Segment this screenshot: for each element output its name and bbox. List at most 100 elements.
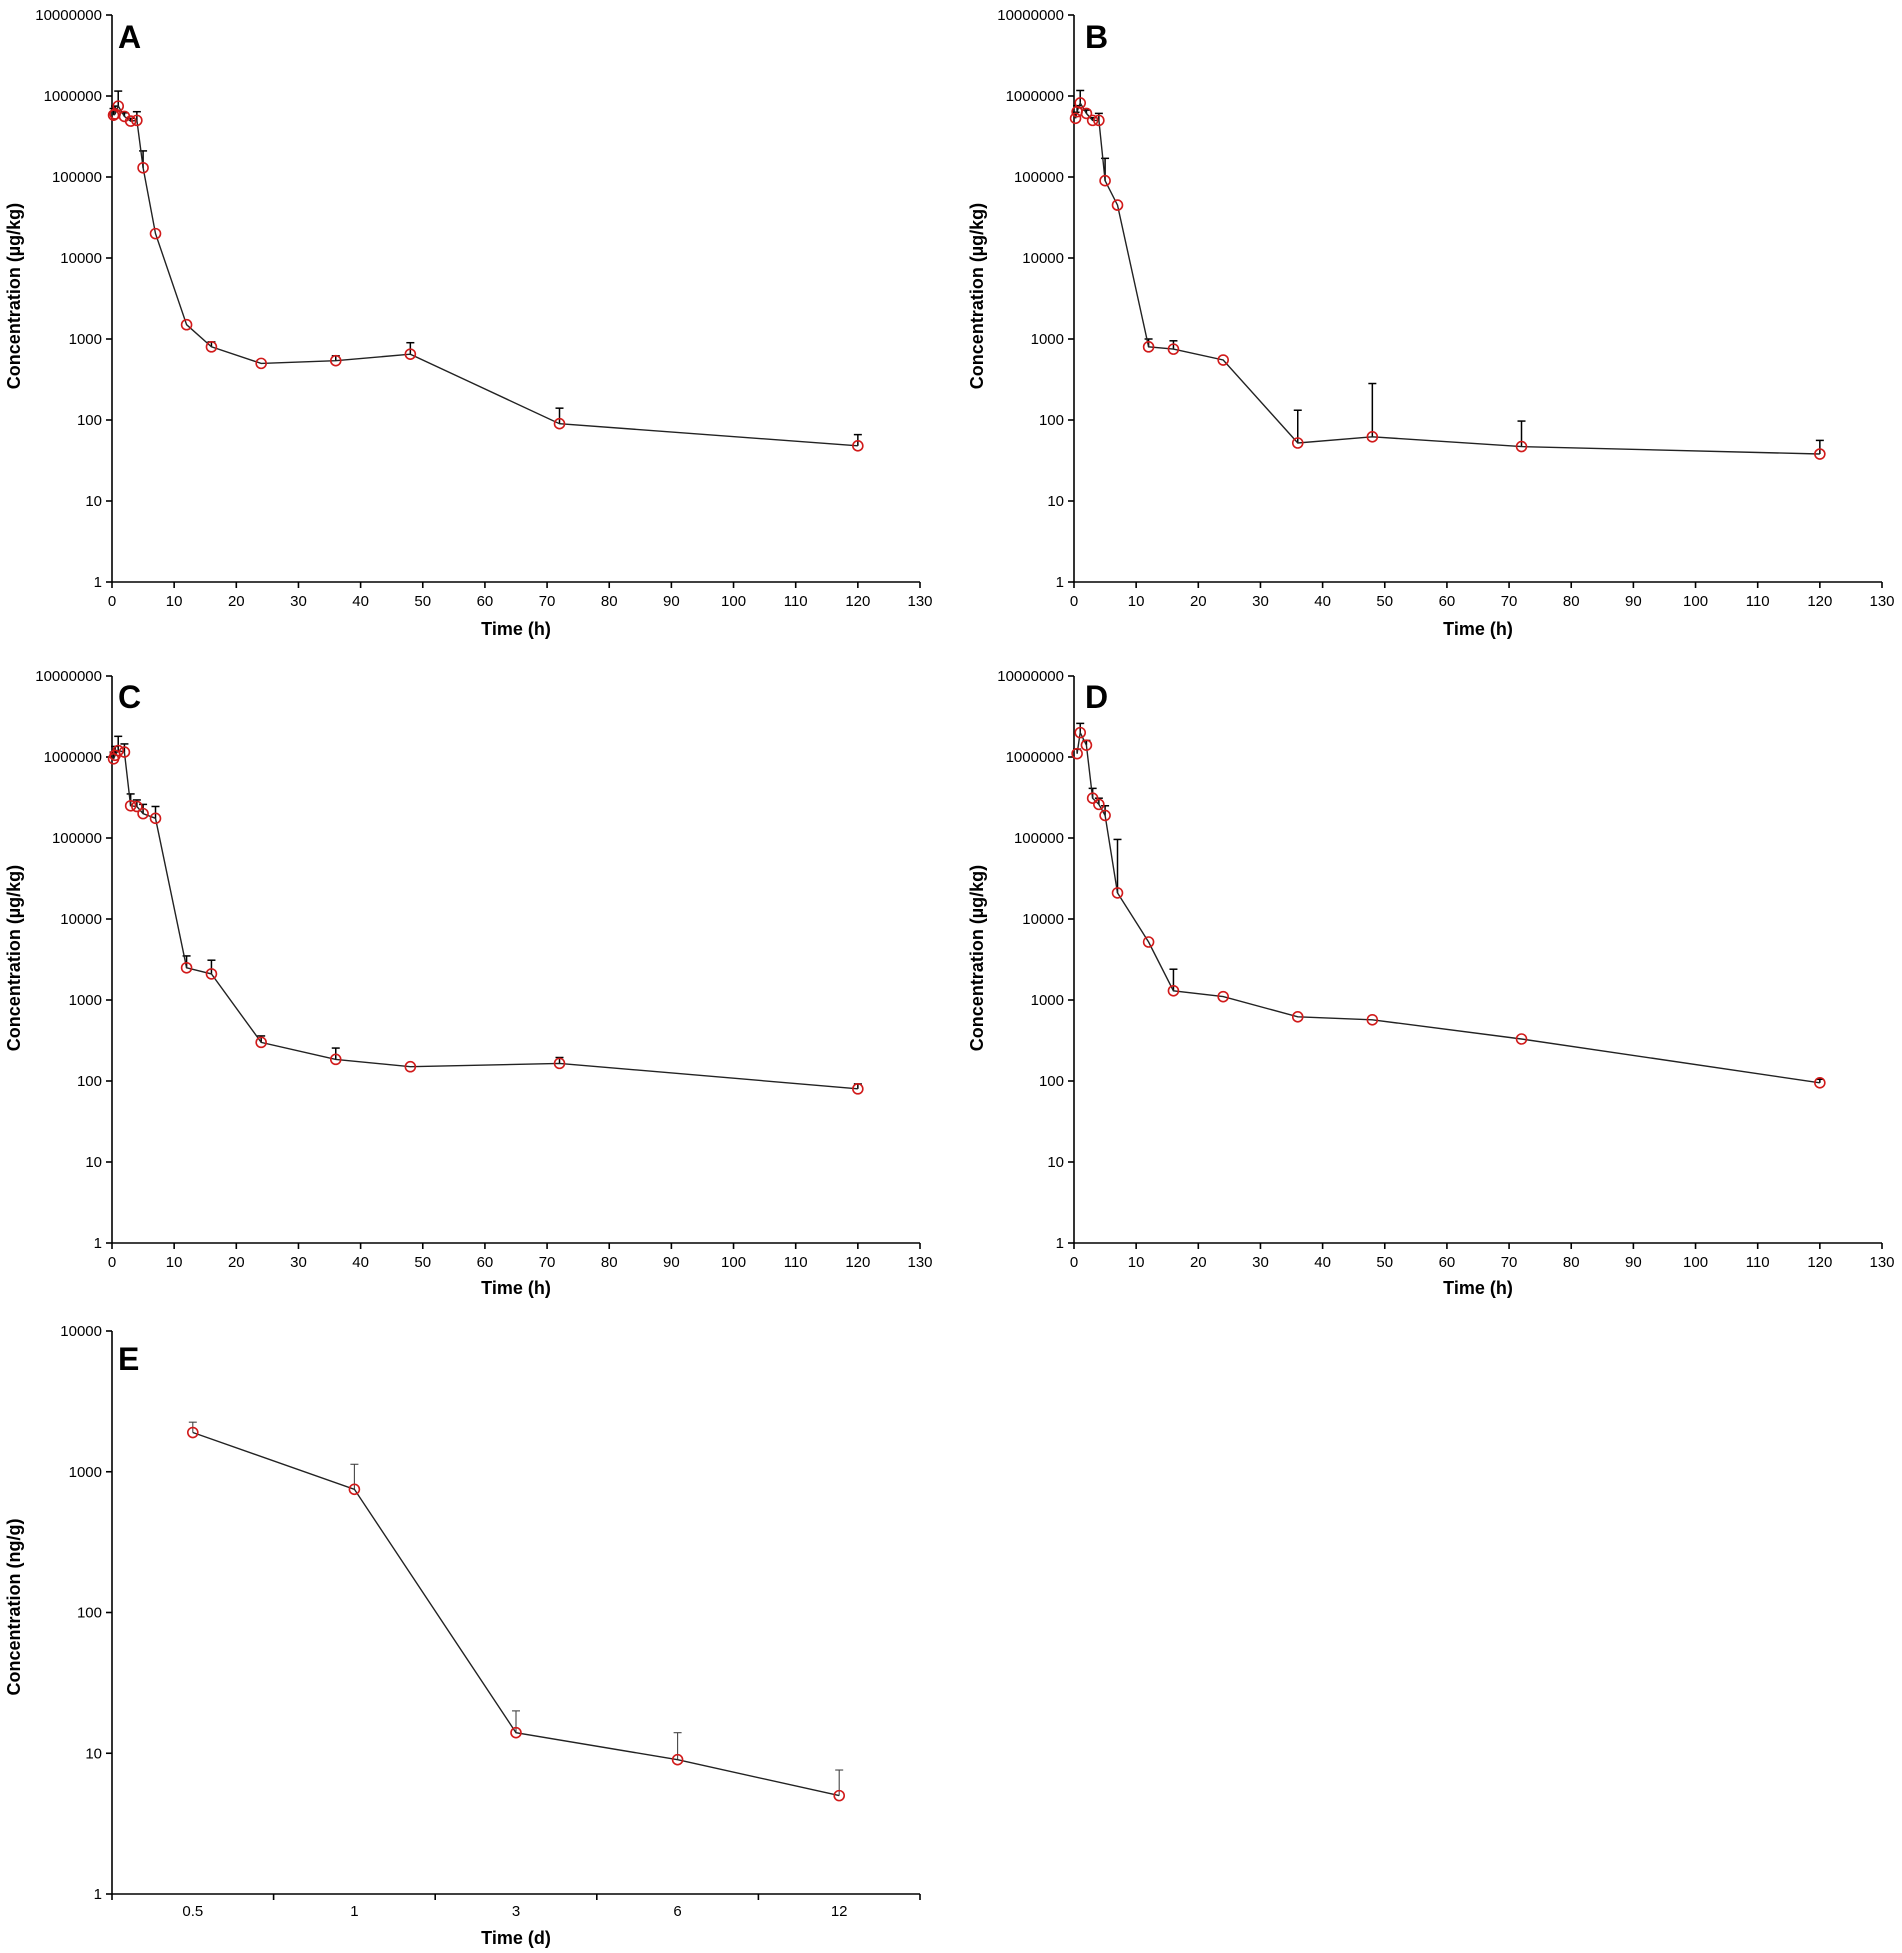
x-tick-label-d: 30 [1252,1254,1269,1271]
x-tick-label-e: 3 [512,1903,520,1920]
x-tick-label-c: 100 [721,1254,746,1271]
x-tick-label-b: 0 [1070,593,1078,610]
y-tick-label-e: 10000 [60,1323,102,1340]
x-tick-label-a: 30 [290,593,307,610]
x-tick-label-d: 0 [1070,1254,1078,1271]
y-tick-label-d: 1000 [1031,992,1064,1009]
x-tick-label-b: 110 [1746,593,1770,610]
data-point-d [1093,798,1105,811]
x-tick-label-b: 60 [1439,593,1456,610]
y-tick-label-b: 10000 [1022,250,1064,267]
x-tick-label-d: 110 [1746,1254,1770,1271]
data-point-e [348,1483,361,1496]
panel-d: D Time (h) Concentration (µg/kg) 1101001… [967,668,1895,1298]
x-tick-label-a: 130 [907,593,932,610]
data-point-a [180,318,193,331]
data-point-c [112,744,125,757]
data-point-c [149,812,162,825]
y-tick-label-c: 10 [85,1154,102,1171]
x-tick-label-a: 0 [108,593,116,610]
x-tick-label-c: 60 [477,1254,494,1271]
data-point-a [404,348,417,360]
panel-letter-d: D [1085,679,1108,715]
y-tick-label-b: 100 [1039,412,1064,429]
x-tick-label-e: 0.5 [182,1903,203,1920]
data-point-b [1167,343,1180,355]
data-point-c [124,799,137,812]
x-tick-label-c: 10 [166,1254,183,1271]
data-point-a [124,115,137,127]
data-point-d [1515,1033,1528,1045]
data-point-d [1080,739,1093,751]
y-tick-label-d: 100000 [1014,830,1064,847]
y-axis-title-b: Concentration (µg/kg) [967,203,987,389]
data-point-b [1111,199,1124,211]
data-point-d [1099,809,1111,822]
y-tick-label-d: 1 [1056,1235,1064,1252]
data-point-c [205,968,218,980]
y-tick-label-b: 10000000 [997,7,1064,24]
data-point-b [1069,112,1082,125]
data-point-a [852,440,864,452]
data-point-c [404,1060,417,1073]
data-point-b [1099,174,1111,187]
y-tick-label-b: 1 [1056,574,1064,591]
x-tick-label-d: 80 [1563,1254,1580,1271]
x-tick-label-c: 90 [663,1254,680,1271]
series-line-e [192,1431,840,1797]
panel-letter-a: A [118,19,141,55]
data-point-b [1093,114,1105,127]
data-point-a [131,114,143,127]
x-tick-label-c: 50 [414,1254,431,1271]
x-tick-label-d: 90 [1625,1254,1642,1271]
y-tick-label-c: 10000 [60,911,102,928]
data-point-a [553,417,566,430]
data-point-b [1291,437,1304,449]
data-point-c [131,800,143,813]
x-tick-label-a: 60 [477,593,494,610]
x-tick-label-a: 90 [663,593,680,610]
data-point-e [671,1753,684,1766]
y-tick-label-d: 100 [1039,1073,1064,1090]
x-tick-label-d: 120 [1807,1254,1832,1271]
data-point-a [107,109,120,121]
y-tick-label-d: 10000 [1022,911,1064,928]
data-point-e [833,1789,846,1802]
y-axis-title-e: Concentration (ng/g) [4,1519,24,1696]
data-point-c [852,1083,864,1095]
x-tick-label-a: 110 [784,593,808,610]
x-tick-label-c: 20 [228,1254,245,1271]
y-tick-label-c: 1000000 [44,749,102,766]
x-tick-label-e: 6 [673,1903,681,1920]
data-point-b [1814,448,1826,460]
data-point-b [1080,107,1093,120]
x-tick-label-b: 30 [1252,593,1269,610]
y-tick-label-d: 10000000 [997,668,1064,685]
data-point-c [553,1057,566,1070]
x-tick-label-b: 40 [1314,593,1331,610]
series-line-a [113,104,858,447]
y-tick-label-b: 1000 [1031,331,1064,348]
x-tick-label-d: 100 [1683,1254,1708,1271]
panel-letter-e: E [118,1341,139,1377]
y-tick-label-c: 10000000 [35,668,102,685]
x-tick-label-b: 20 [1190,593,1207,610]
x-tick-label-c: 120 [845,1254,870,1271]
data-point-c [329,1053,342,1066]
x-tick-label-c: 40 [352,1254,369,1271]
data-point-c [118,746,131,758]
x-tick-label-a: 10 [166,593,183,610]
y-tick-label-b: 1000000 [1006,88,1064,105]
x-axis-title-a: Time (h) [481,619,551,639]
data-point-b [1217,354,1229,366]
y-tick-label-d: 10 [1047,1154,1064,1171]
x-tick-label-b: 130 [1869,593,1894,610]
series-line-c [112,749,858,1090]
y-tick-label-e: 1 [94,1886,102,1903]
y-tick-label-a: 10000 [60,250,102,267]
data-point-b [1086,114,1099,127]
y-tick-label-b: 10 [1047,493,1064,510]
